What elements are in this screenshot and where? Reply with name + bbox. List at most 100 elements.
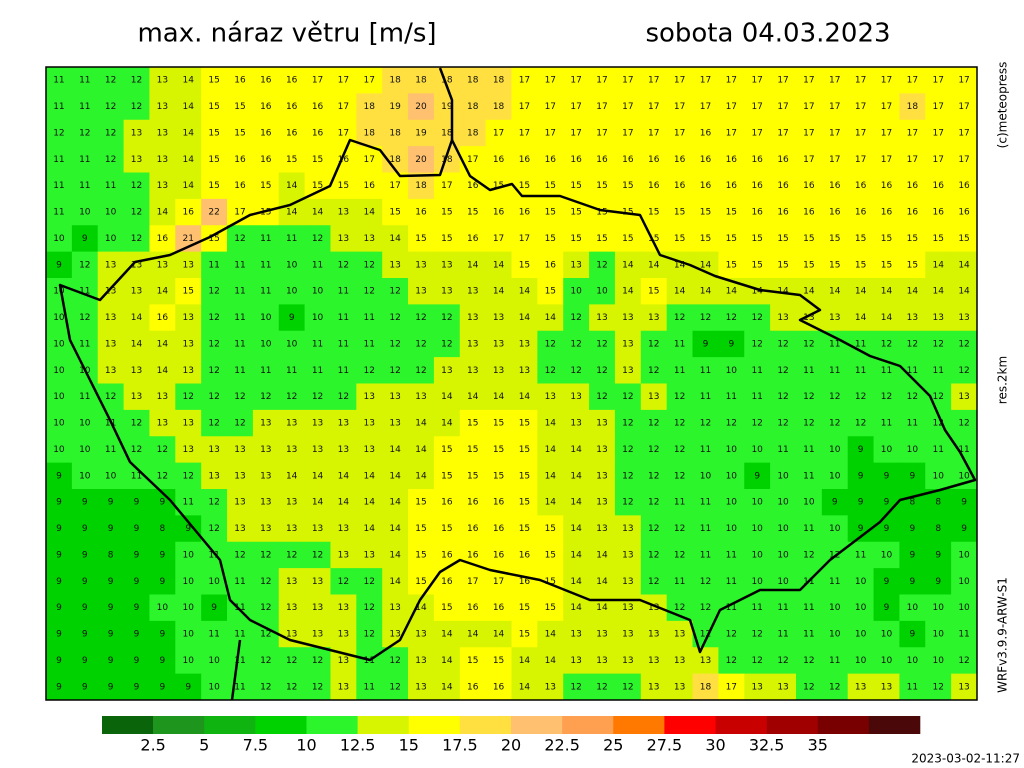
grid-value: 14: [519, 656, 531, 666]
grid-cell: [925, 357, 952, 384]
grid-cell: [227, 462, 254, 490]
grid-cell: [330, 357, 357, 384]
grid-value: 12: [545, 339, 556, 349]
grid-value: 15: [674, 234, 685, 244]
grid-cell: [640, 568, 668, 595]
grid-value: 9: [909, 577, 915, 587]
grid-cell: [666, 67, 694, 94]
grid-value: 14: [570, 577, 582, 587]
grid-cell: [821, 489, 849, 516]
grid-value: 11: [79, 339, 90, 349]
grid-value: 15: [622, 234, 633, 244]
grid-value: 9: [134, 550, 140, 560]
grid-cell: [718, 225, 745, 253]
colorbar: 2.5 5 7.5 10 12.5 15 17.5 20 22.5 25 27.5 30 32.5 35: [102, 716, 921, 755]
grid-value: 10: [932, 471, 944, 481]
grid-cell: [589, 93, 616, 121]
grid-cell: [821, 515, 849, 543]
grid-cell: [433, 489, 461, 516]
grid-value: 17: [829, 76, 840, 86]
grid-cell: [485, 278, 512, 305]
grid-value: 9: [56, 471, 62, 481]
grid-cell: [485, 330, 512, 358]
grid-value: 12: [932, 419, 943, 429]
grid-value: 14: [570, 524, 582, 534]
grid-cell: [149, 515, 176, 543]
grid-value: 15: [751, 234, 762, 244]
grid-cell: [640, 620, 668, 648]
grid-value: 9: [754, 471, 760, 481]
grid-value: 11: [183, 498, 194, 508]
grid-value: 12: [622, 682, 633, 692]
grid-value: 14: [415, 471, 427, 481]
grid-cell: [511, 93, 538, 121]
grid-value: 13: [183, 260, 194, 270]
grid-value: 11: [260, 287, 271, 297]
grid-cell: [459, 225, 487, 253]
grid-cell: [666, 489, 694, 516]
grid-value: 15: [829, 234, 840, 244]
grid-cell: [278, 357, 306, 384]
grid-cell: [46, 594, 73, 622]
grid-cell: [201, 172, 228, 200]
grid-value: 11: [53, 181, 64, 191]
grid-cell: [382, 568, 409, 595]
grid-cell: [718, 67, 745, 94]
grid-cell: [951, 383, 978, 411]
grid-value: 17: [389, 181, 400, 191]
grid-cell: [511, 489, 538, 516]
grid-cell: [149, 541, 176, 569]
grid-value: 16: [751, 181, 763, 191]
grid-value: 17: [338, 102, 349, 112]
grid-value: 12: [674, 603, 685, 613]
grid-value: 13: [183, 339, 194, 349]
grid-value: 17: [932, 155, 943, 165]
grid-cell: [614, 225, 642, 253]
grid-value: 12: [183, 471, 194, 481]
border-line: [230, 639, 242, 701]
grid-value: 13: [286, 630, 297, 640]
grid-value: 13: [389, 630, 400, 640]
grid-cell: [46, 146, 73, 173]
grid-cell: [614, 67, 642, 94]
grid-value: 13: [570, 419, 581, 429]
grid-value: 9: [56, 656, 62, 666]
grid-cell: [770, 462, 797, 490]
grid-cell: [692, 146, 719, 173]
grid-cell: [795, 541, 823, 569]
grid-cell: [485, 67, 512, 94]
grid-cell: [201, 383, 228, 411]
grid-value: 16: [932, 208, 944, 218]
grid-value: 13: [389, 392, 400, 402]
grid-value: 9: [909, 471, 915, 481]
grid-value: 15: [467, 419, 478, 429]
grid-value: 13: [622, 339, 633, 349]
grid-cell: [201, 541, 228, 569]
grid-cell: [873, 304, 900, 332]
grid-value: 14: [312, 498, 324, 508]
grid-value: 12: [131, 234, 142, 244]
grid-value: 11: [726, 550, 737, 560]
grid-cell: [252, 225, 280, 253]
grid-cell: [537, 93, 564, 121]
grid-cell: [356, 304, 383, 332]
grid-cell: [123, 93, 150, 121]
grid-value: 15: [415, 234, 426, 244]
grid-value: 17: [648, 76, 659, 86]
grid-value: 14: [622, 287, 634, 297]
grid-cell: [873, 568, 900, 595]
grid-value: 17: [958, 76, 969, 86]
grid-value: 9: [108, 682, 114, 692]
grid-cell: [408, 409, 435, 437]
grid-cell: [640, 409, 668, 437]
grid-cell: [227, 489, 254, 516]
grid-value: 14: [389, 524, 401, 534]
grid-cell: [847, 357, 875, 384]
grid-cell: [821, 225, 849, 253]
grid-value: 14: [700, 260, 712, 270]
grid-cell: [149, 93, 176, 121]
grid-value: 17: [829, 128, 840, 138]
grid-cell: [382, 541, 409, 569]
grid-value: 16: [751, 208, 763, 218]
grid-cell: [201, 278, 228, 305]
